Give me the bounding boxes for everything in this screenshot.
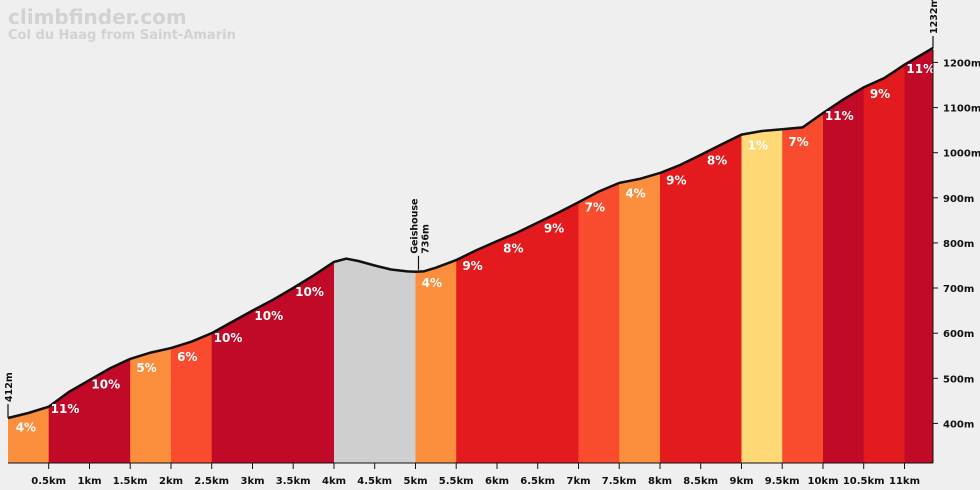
- grade-label: 7%: [585, 201, 605, 215]
- grade-label: 8%: [707, 154, 727, 168]
- y-tick-label: 500m: [943, 374, 974, 385]
- grade-labels: 4% 11% 10% 5% 6% 10% 10% 10% 4% 9% 8% 9% 7% 4% 9% 8% 1% 7…: [16, 62, 935, 434]
- chart-subtitle: Col du Haag from Saint-Amarin: [8, 28, 236, 43]
- grade-label: 7%: [788, 135, 808, 149]
- x-tick-label: 6km: [485, 476, 509, 487]
- x-tick-label: 6.5km: [520, 476, 555, 487]
- grade-label: 8%: [503, 241, 523, 255]
- chart-header: climbfinder.com Col du Haag from Saint-A…: [8, 6, 236, 43]
- grade-label: 10%: [214, 331, 243, 345]
- x-tick-label: 1.5km: [113, 476, 148, 487]
- grade-label: 6%: [177, 350, 197, 364]
- gradient-segment: [660, 48, 702, 463]
- gradient-segment: [904, 48, 933, 463]
- grade-label: 4%: [422, 276, 442, 290]
- y-tick-label: 1100m: [943, 104, 980, 115]
- grade-label: 11%: [51, 402, 80, 416]
- grade-label: 10%: [91, 378, 120, 392]
- y-tick-label: 600m: [943, 329, 974, 340]
- x-axis: 0.5km 1km 1.5km 2km 2.5km 3km 3.5km 4km 4.5km 5km…: [8, 462, 933, 487]
- x-tick-label: 7km: [566, 476, 590, 487]
- start-elevation-label: 412m: [4, 372, 15, 402]
- gradient-segment: [823, 48, 865, 463]
- end-elevation-label: 1232m: [929, 0, 940, 34]
- x-tick-label: 3.5km: [276, 476, 311, 487]
- gradient-segment: [741, 48, 783, 463]
- gradient-segment: [89, 48, 131, 463]
- annotations: 412m 1232m Geishouse 736m: [4, 0, 940, 418]
- grade-label: 11%: [906, 62, 935, 76]
- grade-label: 1%: [748, 139, 768, 153]
- geishouse-elevation-label: 736m: [420, 224, 431, 254]
- brand-watermark: climbfinder.com: [8, 5, 187, 29]
- x-tick-label: 5km: [403, 476, 427, 487]
- x-tick-label: 4km: [322, 476, 346, 487]
- grade-label: 4%: [625, 187, 645, 201]
- grade-label: 9%: [870, 87, 890, 101]
- x-tick-label: 9km: [729, 476, 753, 487]
- gradient-segment: [619, 48, 661, 463]
- x-tick-label: 5.5km: [439, 476, 474, 487]
- gradient-segment: [48, 48, 90, 463]
- x-tick-label: 11km: [889, 476, 920, 487]
- gradient-segment: [700, 48, 742, 463]
- x-tick-label: 2.5km: [194, 476, 229, 487]
- grade-label: 5%: [136, 361, 156, 375]
- gradient-segment: [252, 48, 294, 463]
- gradient-segment: [130, 48, 172, 463]
- profile-line: [7, 46, 934, 420]
- gradient-segment: [334, 48, 416, 463]
- grade-label: 4%: [16, 421, 36, 435]
- grade-label: 9%: [544, 222, 564, 236]
- x-tick-label: 10.5km: [843, 476, 885, 487]
- y-axis: 400m 500m 600m 700m 800m 900m 1000m 1100m 1200m: [932, 50, 980, 463]
- grade-label: 9%: [666, 174, 686, 188]
- grade-label: 11%: [825, 109, 854, 123]
- y-tick-label: 800m: [943, 239, 974, 250]
- grade-label: 9%: [462, 259, 482, 273]
- x-tick-label: 1km: [77, 476, 101, 487]
- x-tick-label: 0.5km: [31, 476, 66, 487]
- gradient-segments: [8, 48, 933, 463]
- x-tick-label: 10km: [808, 476, 839, 487]
- gradient-segment: [456, 48, 498, 463]
- y-tick-label: 400m: [943, 419, 974, 430]
- gradient-segment: [293, 48, 335, 463]
- gradient-segment: [863, 48, 905, 463]
- x-tick-label: 3km: [240, 476, 264, 487]
- grade-label: 10%: [254, 309, 283, 323]
- grade-label: 10%: [295, 285, 324, 299]
- x-tick-label: 9.5km: [765, 476, 800, 487]
- y-tick-label: 700m: [943, 284, 974, 295]
- x-tick-label: 8km: [648, 476, 672, 487]
- y-tick-label: 1000m: [943, 149, 980, 160]
- gradient-segment: [211, 48, 253, 463]
- y-tick-label: 900m: [943, 194, 974, 205]
- y-tick-label: 1200m: [943, 58, 980, 69]
- gradient-segment: [782, 48, 824, 463]
- gradient-segment: [578, 48, 620, 463]
- x-tick-label: 4.5km: [357, 476, 392, 487]
- geishouse-name-label: Geishouse: [409, 198, 420, 253]
- x-tick-label: 2km: [159, 476, 183, 487]
- x-tick-label: 7.5km: [602, 476, 637, 487]
- gradient-segment: [171, 48, 213, 463]
- x-tick-label: 8.5km: [683, 476, 718, 487]
